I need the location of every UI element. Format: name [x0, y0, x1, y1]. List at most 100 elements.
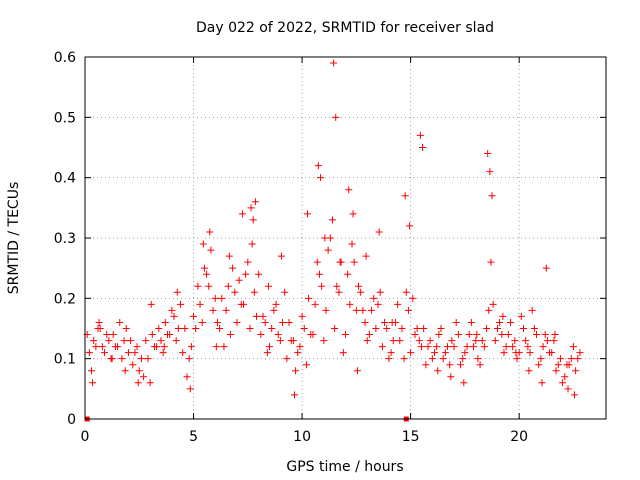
data-point	[489, 300, 497, 308]
data-point	[402, 288, 410, 296]
data-point	[500, 349, 508, 357]
data-point	[574, 355, 582, 363]
data-point	[85, 349, 93, 357]
x-tick-label: 15	[402, 429, 420, 445]
x-tick-label: 0	[81, 429, 90, 445]
data-point	[546, 349, 554, 357]
data-point	[298, 312, 306, 320]
data-point	[444, 343, 452, 351]
data-point	[362, 252, 370, 260]
data-point	[374, 300, 382, 308]
data-point	[200, 264, 208, 272]
data-point	[470, 343, 478, 351]
data-point	[89, 379, 97, 387]
data-point	[290, 391, 298, 399]
data-point	[135, 367, 143, 375]
data-point	[174, 325, 182, 332]
data-point	[155, 325, 163, 332]
data-point	[346, 300, 354, 308]
data-point	[242, 270, 250, 278]
data-point	[120, 337, 128, 345]
data-point	[561, 373, 569, 381]
data-point	[137, 355, 145, 363]
data-point	[218, 294, 226, 302]
data-point	[406, 222, 414, 230]
data-point	[422, 361, 430, 369]
data-point	[277, 252, 285, 260]
data-point	[512, 349, 520, 357]
data-point	[370, 294, 378, 302]
data-point	[172, 337, 180, 345]
data-point	[552, 367, 560, 375]
data-point	[415, 337, 423, 345]
data-point	[294, 349, 302, 357]
data-point	[396, 337, 404, 345]
data-point	[344, 270, 352, 278]
data-point	[528, 306, 536, 314]
data-point	[525, 367, 533, 375]
data-point	[92, 343, 100, 351]
data-point	[542, 264, 550, 272]
data-point	[292, 367, 300, 375]
data-point	[160, 343, 168, 351]
data-point	[249, 216, 257, 224]
data-point	[302, 361, 310, 369]
data-point	[539, 343, 547, 351]
data-point	[368, 306, 376, 314]
data-point	[264, 282, 272, 290]
data-point	[426, 337, 434, 345]
data-point	[134, 379, 142, 387]
data-point	[376, 288, 384, 296]
data-point	[541, 331, 549, 339]
data-point	[461, 349, 469, 357]
data-point	[572, 367, 580, 375]
data-point	[144, 355, 152, 363]
data-point	[361, 318, 369, 326]
data-point	[474, 355, 482, 363]
data-point	[424, 343, 432, 351]
data-point	[101, 349, 109, 357]
data-point	[213, 318, 221, 326]
data-point	[434, 367, 442, 375]
data-point	[348, 240, 356, 248]
data-point	[194, 282, 202, 290]
data-point	[244, 258, 252, 266]
data-point	[216, 325, 224, 332]
data-point	[98, 343, 106, 351]
data-point	[328, 216, 336, 224]
data-point	[437, 325, 445, 332]
data-point	[465, 331, 473, 339]
data-point	[446, 361, 454, 369]
data-point	[571, 391, 579, 399]
data-point	[478, 337, 486, 345]
data-point	[122, 325, 130, 332]
y-tick-label: 0.1	[54, 352, 76, 368]
data-point	[206, 228, 214, 236]
data-point	[222, 306, 230, 314]
data-point	[185, 355, 193, 363]
data-point	[409, 294, 417, 302]
data-point	[111, 343, 119, 351]
data-point	[365, 331, 373, 339]
data-point	[569, 343, 577, 351]
data-point	[483, 325, 491, 332]
y-tick-label: 0.2	[54, 291, 76, 307]
data-point	[255, 270, 263, 278]
x-tick-label: 5	[189, 429, 198, 445]
data-point	[488, 192, 496, 200]
data-point	[266, 343, 274, 351]
data-point	[279, 318, 287, 326]
data-point	[198, 318, 206, 326]
data-point	[454, 331, 462, 339]
data-point	[467, 318, 475, 326]
data-points	[83, 59, 584, 422]
data-point	[108, 355, 116, 363]
data-point	[556, 355, 564, 363]
data-point	[533, 331, 541, 339]
data-point	[321, 234, 329, 242]
data-point	[543, 337, 551, 345]
data-point	[233, 318, 241, 326]
data-point	[318, 282, 326, 290]
data-point	[224, 282, 232, 290]
data-point	[339, 349, 347, 357]
